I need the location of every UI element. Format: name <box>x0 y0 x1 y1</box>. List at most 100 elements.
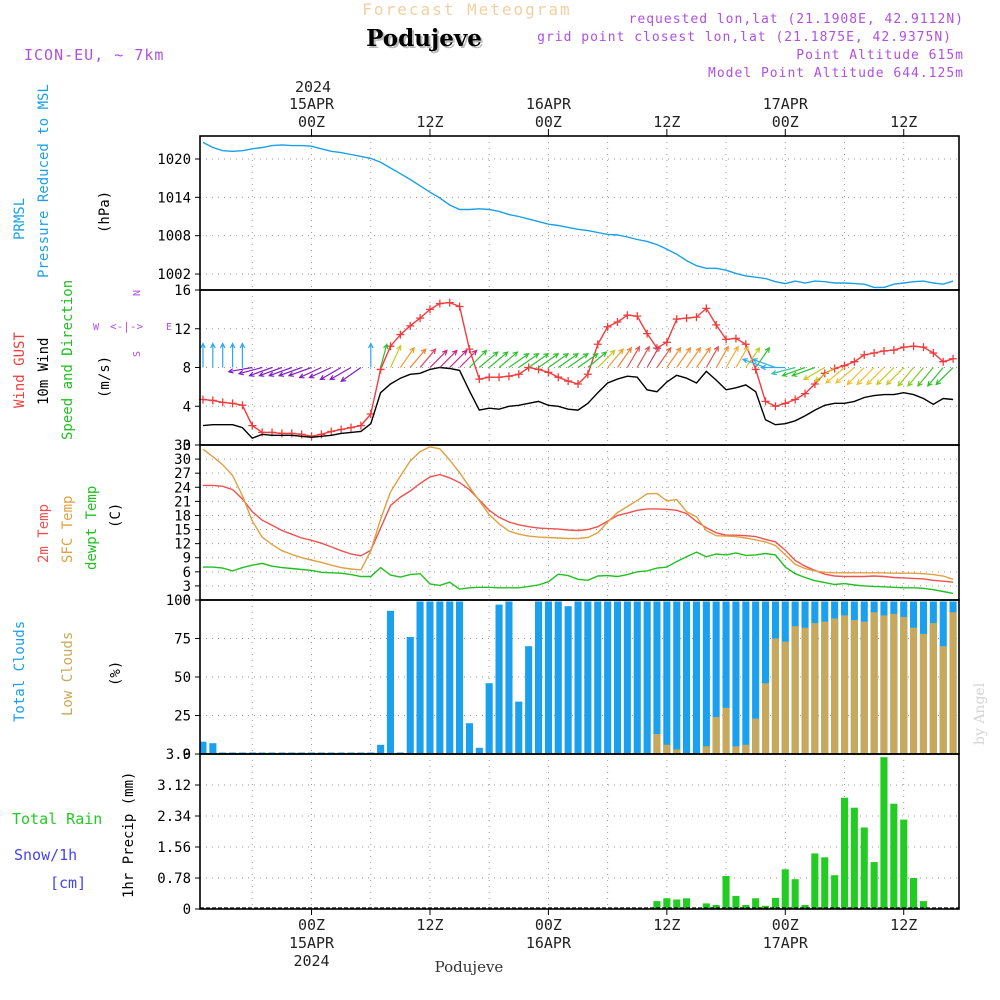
gust-marker <box>771 402 780 411</box>
wind-direction-arrow <box>459 349 478 368</box>
svg-text:10m Wind: 10m Wind <box>36 338 52 405</box>
gust-marker <box>929 348 938 357</box>
y-tick-label: 75 <box>174 632 191 648</box>
rain-bar <box>712 905 720 909</box>
wind-direction-arrow <box>917 367 934 387</box>
rain-bar <box>722 876 730 909</box>
wind-direction-arrow <box>429 349 448 368</box>
svg-text:PRMSL: PRMSL <box>12 198 28 240</box>
y-tick-label: 33 <box>174 438 191 454</box>
gust-marker <box>238 401 247 410</box>
svg-text:(%): (%) <box>108 661 124 686</box>
low-cloud-bar <box>781 641 789 754</box>
rain-bar <box>870 862 878 909</box>
gust-marker <box>337 425 346 434</box>
gust-marker <box>820 369 829 378</box>
svg-text:Speed and Direction: Speed and Direction <box>60 280 76 440</box>
total-cloud-bar <box>752 601 760 754</box>
rain-bar <box>732 895 740 909</box>
gust-marker <box>939 357 948 366</box>
watermark: by Angel <box>972 682 988 745</box>
svg-text:(m/s): (m/s) <box>97 356 113 398</box>
gust-marker <box>228 399 237 408</box>
low-cloud-bar <box>890 613 898 754</box>
top-tick-label: 00Z <box>772 113 799 131</box>
y-tick-label: 9 <box>183 551 191 567</box>
wind-direction-arrow <box>227 366 253 374</box>
gust-marker <box>574 379 583 388</box>
location-title-shadow: Podujeve <box>368 27 484 54</box>
gust-marker <box>416 314 425 323</box>
total-cloud-bar <box>594 601 602 754</box>
svg-text:Total Rain: Total Rain <box>12 810 102 828</box>
y-tick-label: 27 <box>174 466 191 482</box>
wind-direction-arrow <box>548 352 570 368</box>
gust-marker <box>406 321 415 330</box>
wind-direction-arrow <box>897 367 915 387</box>
gust-marker <box>554 373 563 382</box>
low-cloud-bar <box>850 620 858 754</box>
model-altitude: Model Point Altitude 644.125m <box>708 66 964 81</box>
low-cloud-bar <box>742 744 750 754</box>
low-cloud-bar <box>722 707 730 754</box>
wind-panel: 0 4 8 12 16 <box>174 283 960 454</box>
y-tick-label: 1008 <box>157 229 191 245</box>
bottom-tick-label: 00Z <box>298 916 325 934</box>
gust-marker <box>643 329 652 338</box>
low-cloud-bar <box>910 627 918 754</box>
gust-marker <box>791 395 800 404</box>
svg-text:<-|->: <-|-> <box>110 320 143 333</box>
low-cloud-bar <box>732 746 740 754</box>
rain-bar <box>890 803 898 909</box>
wind-direction-arrow <box>518 352 540 368</box>
svg-text:N: N <box>132 290 143 296</box>
y-tick-label: 50 <box>174 670 191 686</box>
total-cloud-bar <box>535 601 543 754</box>
total-cloud-bar <box>406 637 414 754</box>
rain-bar <box>663 898 671 909</box>
wind-direction-arrow <box>745 346 761 368</box>
top-tick-label: 12Z <box>416 113 443 131</box>
wind-direction-arrow <box>200 342 206 368</box>
wind-direction-arrow <box>636 345 650 368</box>
low-cloud-bar <box>821 621 829 754</box>
series-prmsl <box>202 141 954 289</box>
wind-direction-arrow <box>528 352 550 368</box>
top-date-label: 16APR <box>526 95 572 113</box>
clouds-panel: 0 25 50 75 100 <box>166 593 960 763</box>
bottom-date-label: 15APR <box>289 934 335 952</box>
total-cloud-bar <box>544 601 552 754</box>
total-cloud-bar <box>762 601 770 754</box>
low-cloud-bar <box>801 627 809 754</box>
gust-marker <box>504 372 513 381</box>
y-tick-label: 0 <box>183 438 191 454</box>
rain-bar <box>791 879 799 909</box>
total-cloud-bar <box>663 601 671 754</box>
low-cloud-bar <box>811 623 819 754</box>
rain-bar <box>841 797 849 909</box>
total-cloud-bar <box>564 606 572 754</box>
wind-direction-arrow <box>219 342 226 368</box>
y-tick-label: 1020 <box>157 152 191 168</box>
gust-marker <box>919 343 928 352</box>
gust-marker <box>850 357 859 366</box>
gust-marker <box>613 317 622 326</box>
y-tick-label: 100 <box>166 593 191 609</box>
wind-direction-arrow <box>725 345 739 368</box>
gust-marker <box>524 363 533 372</box>
svg-text:2m Temp: 2m Temp <box>36 504 52 563</box>
wind-direction-arrow <box>666 346 682 368</box>
rain-bar <box>850 807 858 909</box>
total-cloud-bar <box>574 601 582 754</box>
wind-direction-arrow <box>715 345 729 368</box>
bottom-date-label: 16APR <box>526 934 572 952</box>
gust-marker <box>287 429 296 438</box>
wind-direction-arrow <box>399 346 415 368</box>
wind-labels: Wind GUST 10m Wind Speed and Direction (… <box>12 280 172 440</box>
rain-bar <box>653 901 661 909</box>
svg-text:E: E <box>166 322 172 333</box>
rain-bar <box>752 898 760 909</box>
